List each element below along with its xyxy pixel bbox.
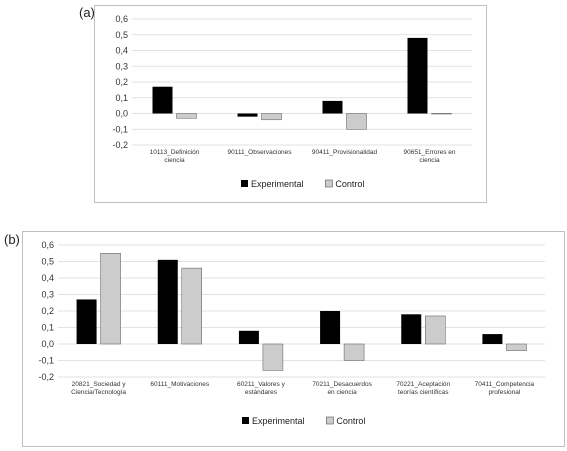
chart-b-bar-control bbox=[343, 343, 365, 361]
chart-a-category-label: 90411_Provisionalidad bbox=[312, 149, 378, 156]
chart-a-ytick-label: 0,1 bbox=[115, 93, 128, 103]
chart-a-bar-experimental bbox=[237, 113, 258, 117]
chart-a-bar-control bbox=[346, 113, 367, 130]
chart-a-category-label: 90651_Errores en bbox=[403, 149, 455, 156]
chart-b-legend-label-experimental: Experimental bbox=[252, 416, 305, 426]
chart-b-bar-control bbox=[506, 343, 527, 351]
chart-b-category-label: 70211_Desacuerdos bbox=[312, 381, 372, 388]
chart-a-bar-experimental bbox=[152, 86, 173, 114]
chart-b-ytick-label: 0,4 bbox=[41, 273, 54, 283]
chart-b-category-label: teorías científicas bbox=[398, 389, 449, 396]
chart-a-bar-control bbox=[431, 113, 452, 115]
chart-a-legend-label-control: Control bbox=[335, 179, 364, 189]
chart-a-category-label: ciencia bbox=[419, 157, 440, 164]
chart-b-bar-control bbox=[262, 343, 284, 371]
chart-b-legend-swatch-experimental bbox=[242, 417, 249, 424]
chart-b-category-label: estándares bbox=[245, 389, 278, 396]
chart-a-category-label: 10113_Definición bbox=[150, 149, 200, 156]
chart-b-category-label: Ciencia/Tecnología bbox=[71, 389, 126, 396]
chart-b-bar-experimental bbox=[401, 314, 422, 344]
chart-b-bar-experimental bbox=[157, 259, 178, 344]
chart-b-bar-control bbox=[181, 267, 202, 345]
chart-a-panel-label: (a) bbox=[79, 5, 95, 20]
chart-b-category-label: 60211_Valores y bbox=[237, 381, 286, 388]
chart-b-ytick-label: 0,3 bbox=[41, 290, 54, 300]
chart-b-bar-experimental bbox=[482, 334, 503, 344]
chart-b-category-label: 60111_Motivaciones bbox=[150, 381, 209, 388]
chart-b-ytick-label: 0,0 bbox=[41, 339, 54, 349]
chart-b-bar-experimental bbox=[76, 299, 97, 344]
chart-b-bar-control bbox=[425, 315, 446, 345]
chart-b-bar-experimental bbox=[238, 330, 259, 344]
chart-a-bar-experimental bbox=[322, 100, 343, 114]
chart-a-legend-swatch-control bbox=[325, 179, 333, 188]
chart-b-bar-control bbox=[100, 253, 121, 345]
chart-a-ytick-label: -0,1 bbox=[112, 124, 128, 134]
chart-a-ytick-label: 0,5 bbox=[115, 30, 128, 40]
chart-b-ytick-label: -0,1 bbox=[38, 356, 54, 366]
chart-a-bar-control bbox=[176, 113, 197, 119]
chart-b-category-label: 20821_Sociedad y bbox=[72, 381, 127, 388]
chart-b-ytick-label: 0,6 bbox=[41, 240, 54, 250]
chart-b-category-label: profesional bbox=[489, 389, 521, 396]
chart-a-legend-label-experimental: Experimental bbox=[251, 179, 304, 189]
chart-a-ytick-label: 0,2 bbox=[115, 77, 128, 87]
chart-a-ytick-label: -0,2 bbox=[112, 140, 128, 150]
chart-a-category-label: 90111_Observaciones bbox=[227, 149, 292, 156]
chart-b-bar-experimental bbox=[320, 311, 341, 344]
chart-b-legend-label-control: Control bbox=[336, 416, 365, 426]
chart-b-legend-swatch-control bbox=[326, 416, 334, 425]
chart-a-ytick-label: 0,4 bbox=[115, 46, 128, 56]
chart-a-ytick-label: 0,6 bbox=[115, 14, 128, 24]
chart-b-ytick-label: -0,2 bbox=[38, 372, 54, 382]
chart-b-ytick-label: 0,5 bbox=[41, 257, 54, 267]
chart-b-ytick-label: 0,2 bbox=[41, 306, 54, 316]
chart-a-category-label: ciencia bbox=[164, 157, 185, 164]
chart-a-legend-swatch-experimental bbox=[241, 180, 248, 187]
chart-b-ytick-label: 0,1 bbox=[41, 323, 54, 333]
chart-b-category-label: en ciencia bbox=[327, 389, 357, 396]
chart-b-category-label: 70411_Competencia bbox=[475, 381, 535, 388]
chart-a-bar-control bbox=[261, 113, 282, 121]
chart-a-ytick-label: 0,0 bbox=[115, 109, 128, 119]
chart-a-ytick-label: 0,3 bbox=[115, 61, 128, 71]
chart-b-category-label: 70221_Aceptación bbox=[396, 381, 450, 388]
chart-a-bar-experimental bbox=[407, 37, 428, 114]
chart-b-panel-label: (b) bbox=[4, 232, 20, 247]
